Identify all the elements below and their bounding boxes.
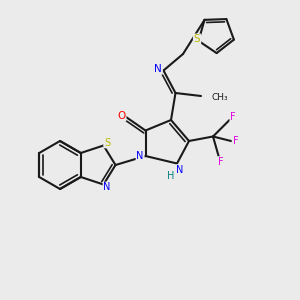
Text: F: F bbox=[233, 136, 238, 146]
Text: F: F bbox=[230, 112, 236, 122]
Text: F: F bbox=[218, 157, 223, 167]
Text: O: O bbox=[117, 110, 126, 121]
Text: H: H bbox=[167, 171, 175, 181]
Text: S: S bbox=[104, 137, 110, 148]
Text: N: N bbox=[176, 165, 184, 175]
Text: N: N bbox=[103, 182, 111, 193]
Text: CH₃: CH₃ bbox=[212, 93, 228, 102]
Text: N: N bbox=[136, 151, 144, 161]
Text: N: N bbox=[154, 64, 162, 74]
Text: S: S bbox=[194, 34, 200, 44]
